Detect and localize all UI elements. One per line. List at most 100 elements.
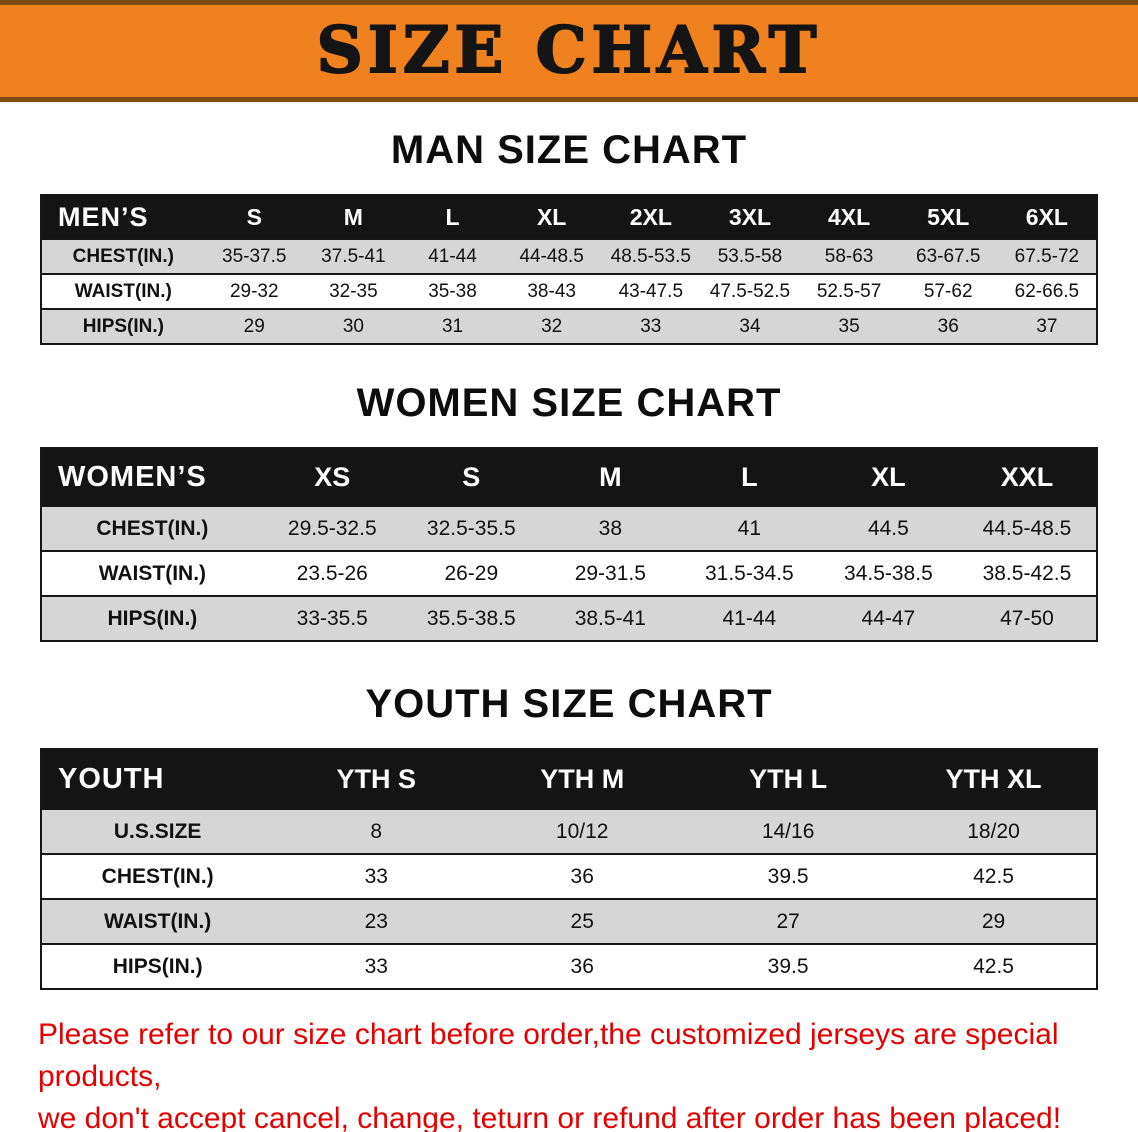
table-row: WAIST(IN.) 23.5-26 26-29 29-31.5 31.5-34.5 34…	[41, 551, 1097, 596]
size-value: 67.5-72	[1014, 245, 1080, 267]
size-column-header: 5XL	[898, 195, 998, 239]
banner: SIZE CHART	[0, 0, 1138, 102]
size-value: 34	[739, 315, 761, 337]
size-value: 43-47.5	[618, 280, 684, 302]
women-section-heading: WOMEN SIZE CHART	[356, 381, 782, 425]
size-value: 33	[640, 315, 662, 337]
size-value: 57-62	[923, 280, 973, 302]
size-value: 42.5	[973, 954, 1014, 978]
measurement-label: CHEST(IN.)	[101, 864, 214, 888]
size-value: 32-35	[329, 280, 378, 302]
size-value: 8	[370, 819, 383, 843]
size-column-header: YTH M	[479, 749, 686, 809]
size-value: 29	[981, 909, 1006, 933]
size-value: 32.5-35.5	[426, 516, 516, 540]
measurement-label: WAIST(IN.)	[74, 280, 172, 302]
size-value: 58-63	[824, 245, 874, 267]
size-value: 35.5-38.5	[426, 606, 516, 630]
size-value: 38	[598, 516, 622, 540]
table-row: WAIST(IN.) 23 25 27 29	[41, 899, 1097, 944]
table-row: U.S.SIZE 8 10/12 14/16 18/20	[41, 809, 1097, 854]
size-value: 52.5-57	[816, 280, 882, 302]
size-value: 36	[937, 315, 959, 337]
size-value: 42.5	[973, 864, 1014, 888]
size-value: 39.5	[767, 864, 809, 888]
table-title: MEN’S	[41, 195, 205, 239]
measurement-label: WAIST(IN.)	[98, 561, 207, 585]
size-column-header: XL	[818, 448, 958, 506]
size-value: 37	[1036, 315, 1058, 337]
size-value: 47.5-52.5	[709, 280, 791, 302]
men-size-table: MEN’S S M L XL 2XL 3XL 4XL 5XL 6XL CHEST(IN.) 35-37…	[40, 194, 1098, 345]
size-value: 37.5-41	[321, 245, 386, 267]
size-column-header: YTH XL	[891, 749, 1097, 809]
notice-line-2: we don't accept cancel, change, teturn o…	[38, 1102, 1062, 1132]
size-value: 53.5-58	[717, 245, 783, 267]
size-column-header: L	[679, 448, 819, 506]
size-value: 41	[737, 516, 762, 540]
size-value: 26-29	[444, 561, 499, 585]
size-value: 38.5-42.5	[982, 561, 1072, 585]
size-value: 35-38	[428, 280, 477, 302]
size-value: 29-31.5	[574, 561, 646, 585]
header-row: WOMEN’S XS S M L XL XXL	[41, 448, 1097, 506]
size-value: 33	[364, 954, 388, 978]
size-value: 25	[570, 909, 594, 933]
women-section: WOMEN SIZE CHART WOMEN’S XS S M L XL XXL CHEST(…	[0, 345, 1138, 642]
size-value: 62-66.5	[1014, 280, 1080, 302]
table-row: CHEST(IN.) 29.5-32.5 32.5-35.5 38 41 44.5 44.5…	[41, 506, 1097, 551]
size-column-header: L	[402, 195, 503, 239]
size-value: 47-50	[1000, 606, 1054, 630]
size-value: 29-32	[229, 280, 279, 302]
size-column-header: XL	[502, 195, 602, 239]
youth-section: YOUTH SIZE CHART YOUTH YTH S YTH M YTH L YTH…	[0, 642, 1138, 990]
measurement-label: CHEST(IN.)	[96, 516, 209, 540]
size-value: 44-48.5	[519, 245, 584, 267]
size-column-header: YTH L	[685, 749, 892, 809]
size-value: 44-47	[861, 606, 916, 630]
size-value: 31.5-34.5	[704, 561, 794, 585]
size-value: 41-44	[722, 606, 777, 630]
men-section: MAN SIZE CHART MEN’S S M L XL 2XL 3XL 4XL 5XL 6XL…	[0, 102, 1138, 345]
table-title: WOMEN’S	[41, 448, 263, 506]
size-value: 29.5-32.5	[287, 516, 377, 540]
size-column-header: M	[303, 195, 403, 239]
table-row: HIPS(IN.) 33 36 39.5 42.5	[41, 944, 1097, 989]
measurement-label: HIPS(IN.)	[82, 315, 164, 337]
measurement-label: U.S.SIZE	[113, 819, 202, 843]
size-column-header: XS	[262, 448, 402, 506]
size-value: 63-67.5	[916, 245, 981, 267]
size-column-header: 6XL	[997, 195, 1097, 239]
measurement-label: HIPS(IN.)	[107, 606, 198, 630]
size-value: 10/12	[555, 819, 609, 843]
size-value: 23	[364, 909, 388, 933]
size-column-header: S	[401, 448, 541, 506]
size-column-header: YTH S	[273, 749, 480, 809]
table-title: YOUTH	[41, 749, 274, 809]
table-row: HIPS(IN.) 33-35.5 35.5-38.5 38.5-41 41-44 44-…	[41, 596, 1097, 641]
youth-size-table: YOUTH YTH S YTH M YTH L YTH XL U.S.SIZE 8 10/12…	[40, 748, 1098, 990]
size-column-header: XXL	[957, 448, 1097, 506]
notice-line-1: Please refer to our size chart before or…	[38, 1018, 1059, 1093]
order-notice: Please refer to our size chart before or…	[0, 990, 1138, 1132]
size-value: 14/16	[761, 819, 815, 843]
youth-section-heading: YOUTH SIZE CHART	[365, 682, 773, 726]
size-value: 34.5-38.5	[844, 561, 933, 585]
size-value: 33-35.5	[296, 606, 368, 630]
size-column-header: 4XL	[799, 195, 899, 239]
size-value: 35-37.5	[222, 245, 287, 267]
size-column-header: 2XL	[601, 195, 701, 239]
banner-title: SIZE CHART	[316, 13, 822, 88]
size-value: 33	[364, 864, 388, 888]
size-column-header: S	[204, 195, 304, 239]
size-value: 35	[838, 315, 860, 337]
size-value: 48.5-53.5	[610, 245, 691, 267]
table-row: CHEST(IN.) 33 36 39.5 42.5	[41, 854, 1097, 899]
header-row: YOUTH YTH S YTH M YTH L YTH XL	[41, 749, 1097, 809]
size-value: 18/20	[967, 819, 1020, 843]
measurement-label: CHEST(IN.)	[72, 245, 174, 267]
size-value: 38-43	[527, 280, 576, 302]
table-row: WAIST(IN.) 29-32 32-35 35-38 38-43 43-47.5 47.…	[41, 274, 1097, 309]
size-column-header: 3XL	[700, 195, 800, 239]
